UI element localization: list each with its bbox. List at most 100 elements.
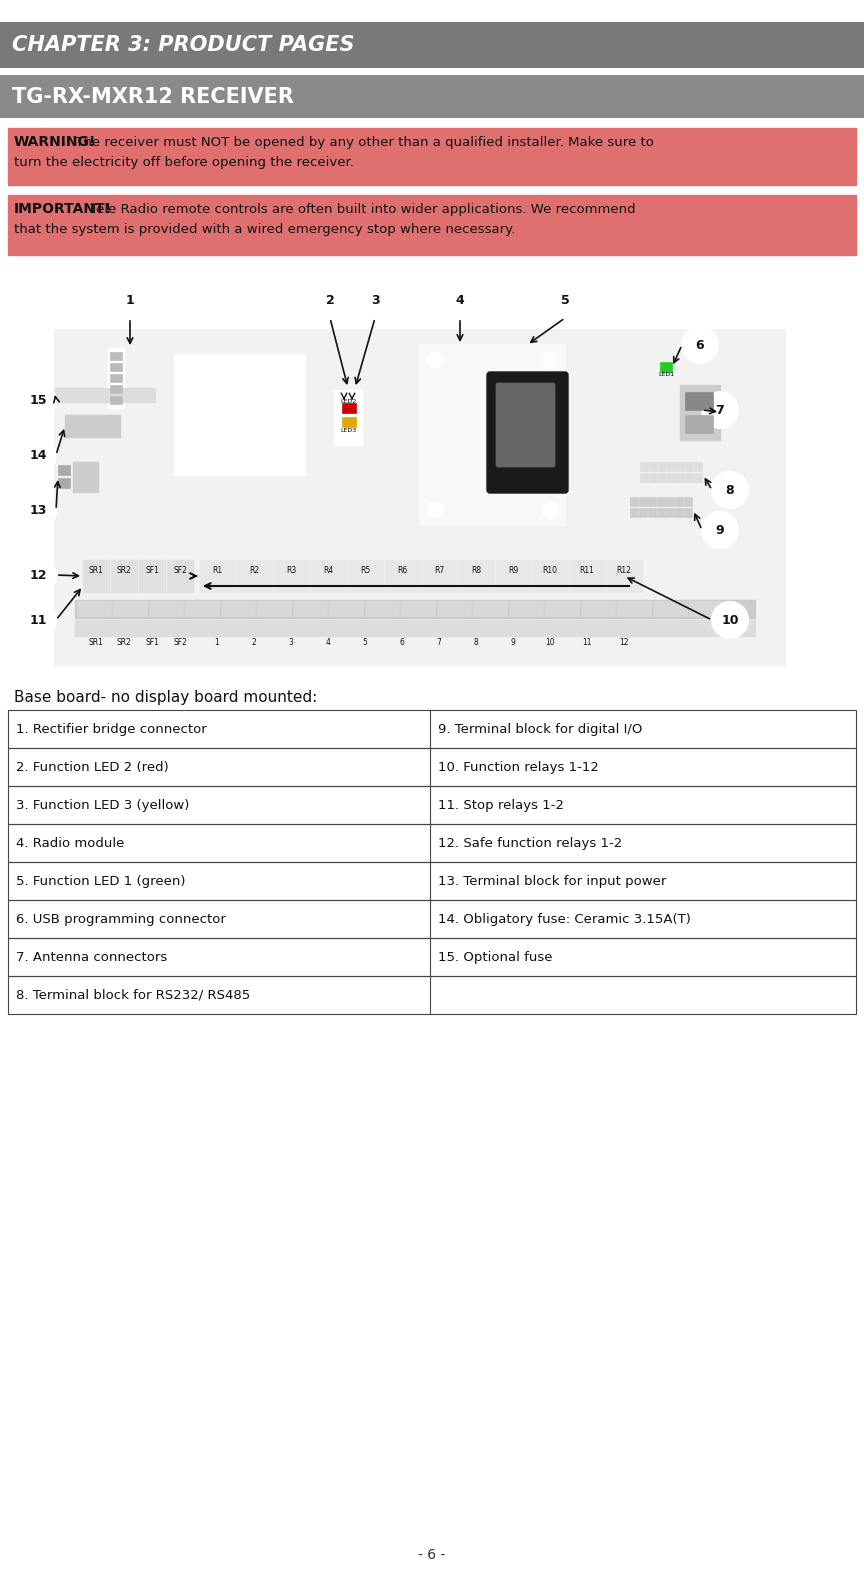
Bar <box>675 507 683 517</box>
Text: 15. Optional fuse: 15. Optional fuse <box>438 950 552 963</box>
Text: 2: 2 <box>326 293 334 306</box>
Bar <box>8 711 856 749</box>
Bar <box>110 396 122 403</box>
Text: LED2: LED2 <box>340 399 356 403</box>
Bar <box>675 496 683 506</box>
Bar <box>660 362 672 372</box>
Text: 11: 11 <box>29 613 47 627</box>
Text: 10: 10 <box>545 638 555 646</box>
Bar <box>657 496 665 506</box>
Circle shape <box>427 351 443 369</box>
Bar <box>73 462 98 492</box>
Bar <box>694 462 702 471</box>
Text: 12: 12 <box>619 638 629 646</box>
Text: 14. Obligatory fuse: Ceramic 3.15A(T): 14. Obligatory fuse: Ceramic 3.15A(T) <box>438 913 691 925</box>
Bar <box>496 559 531 593</box>
Text: 6: 6 <box>399 638 404 646</box>
Text: R9: R9 <box>508 566 518 575</box>
Bar <box>680 385 720 440</box>
Bar <box>110 362 122 370</box>
Bar <box>385 559 420 593</box>
Text: LED1: LED1 <box>658 372 674 377</box>
Bar <box>8 128 856 184</box>
Circle shape <box>712 471 748 507</box>
Bar <box>607 559 642 593</box>
Text: 8: 8 <box>473 638 479 646</box>
Bar <box>689 600 723 616</box>
Bar <box>649 462 657 471</box>
Bar <box>167 559 193 593</box>
Text: R8: R8 <box>471 566 481 575</box>
Circle shape <box>542 351 558 369</box>
Bar <box>348 559 383 593</box>
Bar <box>58 478 70 489</box>
Bar <box>630 496 638 506</box>
Bar <box>685 414 713 433</box>
Bar <box>55 388 155 402</box>
Text: SF1: SF1 <box>145 638 159 646</box>
Text: R5: R5 <box>360 566 370 575</box>
Circle shape <box>547 282 583 318</box>
Bar <box>509 600 543 616</box>
Bar <box>685 462 693 471</box>
Bar <box>694 473 702 482</box>
Bar <box>653 600 687 616</box>
Text: 4. Radio module: 4. Radio module <box>16 837 124 849</box>
FancyBboxPatch shape <box>496 383 555 466</box>
Bar <box>570 559 605 593</box>
Bar <box>658 473 666 482</box>
Bar <box>257 600 291 616</box>
Bar <box>8 824 856 862</box>
Text: that the system is provided with a wired emergency stop where necessary.: that the system is provided with a wired… <box>14 222 515 235</box>
Text: WARNING!: WARNING! <box>14 136 97 150</box>
Bar <box>581 600 615 616</box>
Bar <box>649 473 657 482</box>
Text: TG-RX-MXR12 RECEIVER: TG-RX-MXR12 RECEIVER <box>12 87 294 107</box>
Bar <box>648 496 656 506</box>
Bar <box>342 403 356 413</box>
Bar <box>640 473 648 482</box>
Circle shape <box>682 326 718 362</box>
Circle shape <box>702 392 738 429</box>
Text: 12. Safe function relays 1-2: 12. Safe function relays 1-2 <box>438 837 622 849</box>
Bar <box>342 418 356 427</box>
Circle shape <box>20 602 56 638</box>
Text: 1: 1 <box>214 638 219 646</box>
Text: 10. Function relays 1-12: 10. Function relays 1-12 <box>438 761 599 774</box>
Bar <box>75 600 755 618</box>
Text: SF2: SF2 <box>173 638 187 646</box>
Bar <box>667 462 675 471</box>
Circle shape <box>542 503 558 519</box>
Text: 2: 2 <box>251 638 257 646</box>
Text: R4: R4 <box>323 566 334 575</box>
Text: 6. USB programming connector: 6. USB programming connector <box>16 913 226 925</box>
Bar <box>8 749 856 786</box>
Bar <box>55 329 785 665</box>
Text: 5. Function LED 1 (green): 5. Function LED 1 (green) <box>16 875 186 887</box>
Text: SF1: SF1 <box>145 566 159 575</box>
Bar <box>8 976 856 1013</box>
Text: 5: 5 <box>363 638 367 646</box>
Text: - 6 -: - 6 - <box>418 1548 446 1562</box>
Bar <box>149 600 183 616</box>
Text: turn the electricity off before opening the receiver.: turn the electricity off before opening … <box>14 156 354 169</box>
Bar <box>175 355 305 474</box>
Bar <box>65 414 120 437</box>
Bar <box>334 389 362 444</box>
Text: R11: R11 <box>580 566 594 575</box>
Bar <box>200 559 235 593</box>
Text: SR2: SR2 <box>117 638 131 646</box>
Text: 14: 14 <box>29 449 47 462</box>
Text: 5: 5 <box>561 293 569 306</box>
Bar <box>0 22 864 68</box>
Bar <box>437 600 471 616</box>
Text: R2: R2 <box>249 566 259 575</box>
Bar <box>58 465 70 474</box>
FancyBboxPatch shape <box>487 372 568 493</box>
Text: 7: 7 <box>715 403 724 416</box>
Text: 8. Terminal block for RS232/ RS485: 8. Terminal block for RS232/ RS485 <box>16 988 251 1001</box>
Bar <box>666 496 674 506</box>
Circle shape <box>357 282 393 318</box>
Text: SF2: SF2 <box>173 566 187 575</box>
Text: 9: 9 <box>511 638 516 646</box>
